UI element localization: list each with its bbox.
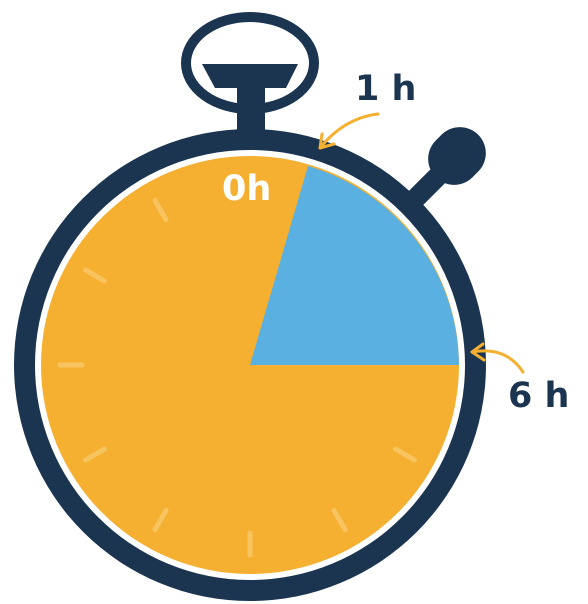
tick-mark [83,446,107,463]
blue-wedge [250,166,459,365]
arrow-one-hour [318,112,380,150]
label-zero-hours: 0h [222,169,271,209]
label-six-hours: 6 h [508,376,569,416]
tick-mark [152,508,169,532]
side-button [406,127,486,208]
crown-button [202,64,298,88]
tick-mark [331,508,348,532]
tick-marks [57,198,417,558]
tick-mark [393,446,417,463]
label-one-hour: 1 h [355,69,416,109]
tick-mark [83,267,107,284]
tick-mark [152,198,169,222]
arrow-six-hours [470,342,525,374]
